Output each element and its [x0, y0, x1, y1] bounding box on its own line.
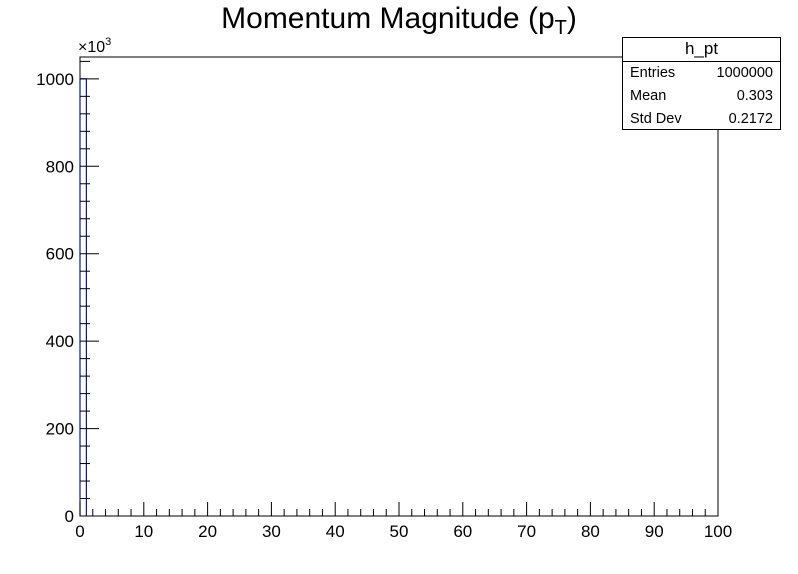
- stats-row-entries: Entries 1000000: [623, 62, 780, 85]
- x-tick-label: 60: [453, 522, 472, 541]
- x-tick-label: 90: [645, 522, 664, 541]
- stats-label: Entries: [630, 65, 676, 81]
- y-tick-label: 200: [46, 420, 74, 439]
- y-axis-multiplier: ×103: [78, 36, 111, 57]
- x-tick-label: 100: [704, 522, 732, 541]
- chart-title-tail: ): [566, 2, 577, 35]
- stats-row-mean: Mean 0.303: [623, 85, 780, 108]
- y-tick-label: 800: [46, 157, 74, 176]
- y-axis-multiplier-exponent: 3: [105, 36, 112, 48]
- x-tick-label: 50: [390, 522, 409, 541]
- x-tick-label: 70: [517, 522, 536, 541]
- x-tick-label: 10: [134, 522, 153, 541]
- stats-label: Mean: [630, 88, 667, 104]
- stats-value: 1000000: [716, 65, 773, 81]
- x-tick-label: 30: [262, 522, 281, 541]
- chart-title: Momentum Magnitude (pT): [0, 2, 798, 40]
- stats-box-title: h_pt: [623, 38, 780, 62]
- x-tick-label: 40: [326, 522, 345, 541]
- x-tick-label: 20: [198, 522, 217, 541]
- y-tick-label: 600: [46, 245, 74, 264]
- y-tick-label: 400: [46, 332, 74, 351]
- y-tick-label: 0: [65, 507, 74, 526]
- y-axis-multiplier-base: ×10: [78, 39, 106, 56]
- stats-row-stddev: Std Dev 0.2172: [623, 108, 780, 131]
- stats-value: 0.303: [736, 88, 773, 104]
- x-tick-label: 0: [75, 522, 84, 541]
- stats-box: h_pt Entries 1000000 Mean 0.303 Std Dev …: [622, 37, 781, 130]
- histogram-bar: [79, 78, 87, 516]
- chart-title-main: Momentum Magnitude (p: [221, 2, 555, 35]
- y-tick-label: 1000: [36, 70, 74, 89]
- stats-label: Std Dev: [630, 111, 682, 127]
- stats-value: 0.2172: [728, 111, 773, 127]
- x-tick-label: 80: [581, 522, 600, 541]
- chart-title-subscript: T: [554, 17, 567, 39]
